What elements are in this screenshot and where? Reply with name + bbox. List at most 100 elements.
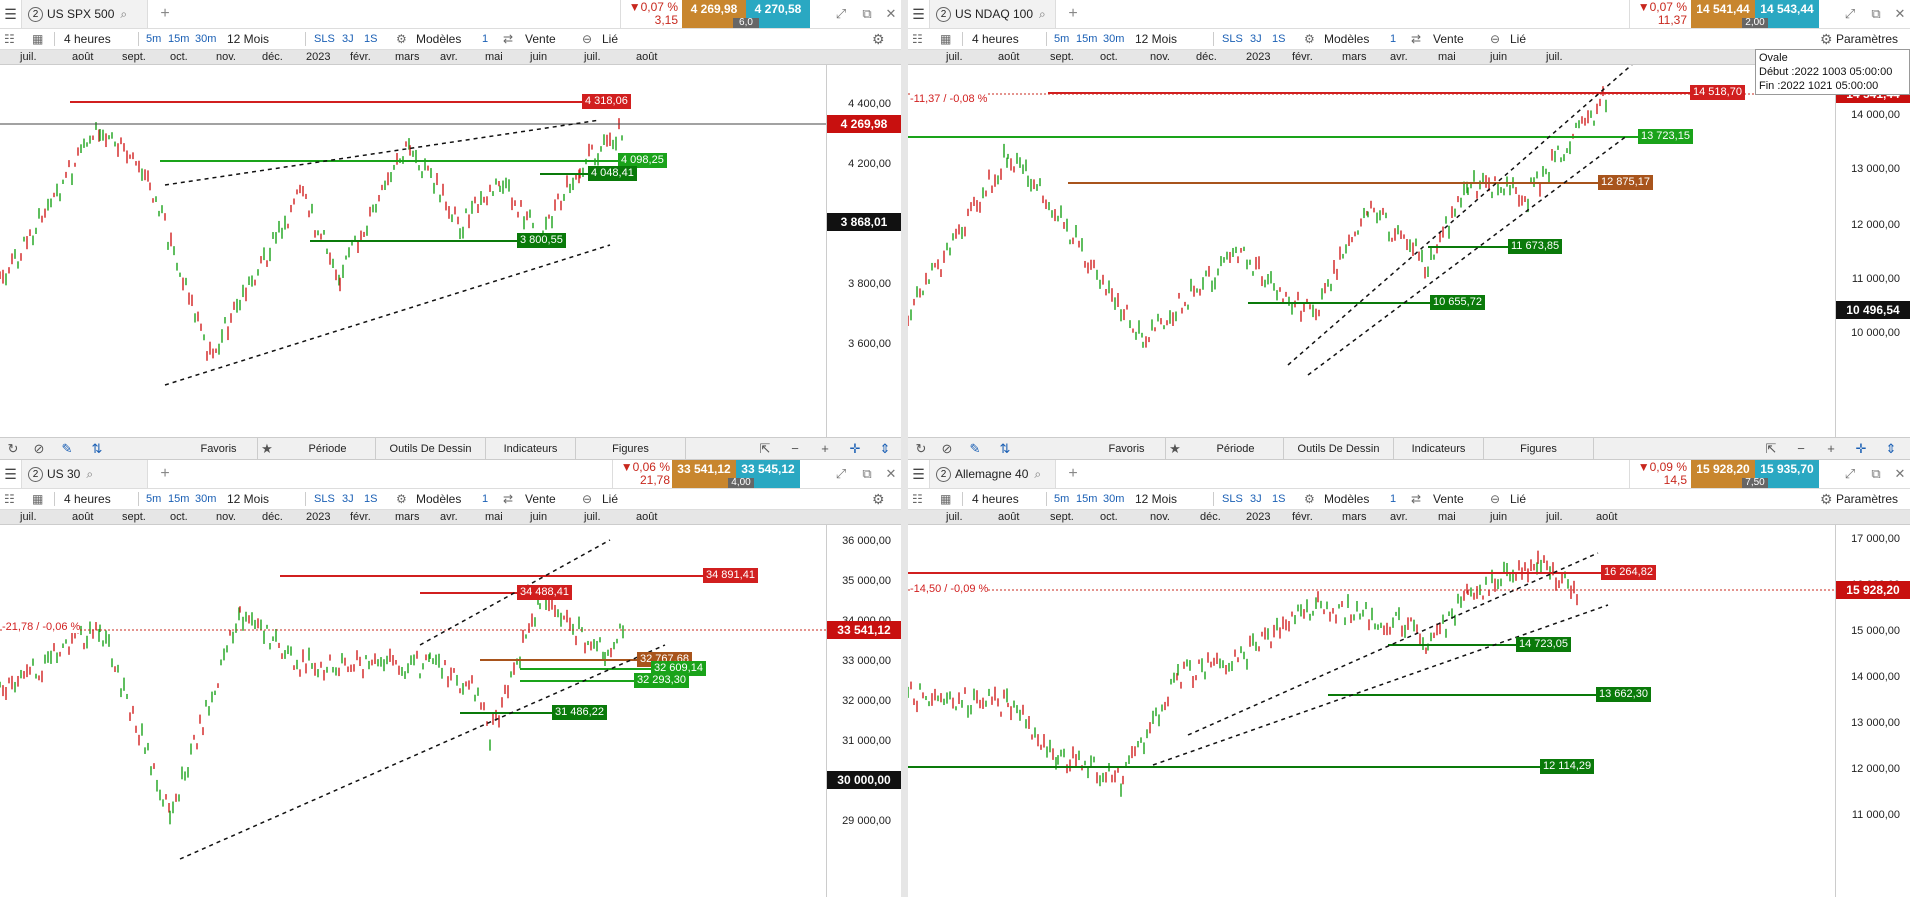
order-side-select[interactable]: Vente xyxy=(1433,32,1464,46)
order-side-select[interactable]: Vente xyxy=(525,492,556,506)
3j-button[interactable]: 3J xyxy=(342,493,354,505)
timeframe-select[interactable]: 4 heures xyxy=(972,32,1019,46)
3j-button[interactable]: 3J xyxy=(1250,33,1262,45)
linked-toggle[interactable]: Lié xyxy=(1510,32,1527,46)
link-icon[interactable]: ⊖ xyxy=(1490,32,1501,46)
settings-gear-icon[interactable]: ⚙ xyxy=(872,491,885,507)
linked-toggle[interactable]: Lié xyxy=(1510,492,1527,506)
arrows-icon[interactable]: ⇅ xyxy=(999,441,1011,456)
link-icon[interactable]: ⊖ xyxy=(1490,492,1501,506)
star-icon[interactable]: ★ xyxy=(1169,441,1181,456)
level-label[interactable]: 34 488,41 xyxy=(517,585,572,600)
period-button[interactable]: Période xyxy=(280,438,376,460)
favorites-button[interactable]: Favoris xyxy=(1088,438,1166,460)
15m-button[interactable]: 15m xyxy=(168,33,190,45)
save-icon[interactable]: ⇱ xyxy=(759,441,771,456)
order-side-select[interactable]: Vente xyxy=(525,32,556,46)
3j-button[interactable]: 3J xyxy=(342,33,354,45)
zoom-out-icon[interactable]: − xyxy=(791,441,799,456)
popout-icon[interactable]: ⧉ xyxy=(1871,6,1881,21)
level-label[interactable]: 16 264,82 xyxy=(1601,565,1656,580)
order-side-select[interactable]: Vente xyxy=(1433,492,1464,506)
scale-icon[interactable]: ⇕ xyxy=(879,441,891,456)
expand-icon[interactable]: ⤢ xyxy=(1844,466,1856,481)
add-tab-icon[interactable]: + xyxy=(1068,465,1078,482)
1s-button[interactable]: 1S xyxy=(1272,33,1286,45)
drawing-tools-button[interactable]: Outils De Dessin xyxy=(376,438,486,460)
trend-channel-line[interactable] xyxy=(1287,65,1643,366)
pencil-icon[interactable]: ✎ xyxy=(969,441,981,456)
quantity-field[interactable]: 1 xyxy=(1390,33,1397,45)
zoom-in-icon[interactable]: + xyxy=(821,441,829,456)
expand-icon[interactable]: ⤢ xyxy=(1844,6,1856,21)
sls-button[interactable]: SLS xyxy=(314,493,335,505)
models-button[interactable]: Modèles xyxy=(416,32,462,46)
sls-button[interactable]: SLS xyxy=(314,33,335,45)
bid-price-button[interactable]: 33 541,12 xyxy=(672,460,736,488)
level-label[interactable]: 31 486,22 xyxy=(552,705,607,720)
level-label[interactable]: 14 723,05 xyxy=(1516,637,1571,652)
list-icon[interactable]: ☷ xyxy=(912,492,923,506)
level-label[interactable]: 10 655,72 xyxy=(1430,295,1485,310)
indicators-button[interactable]: Indicateurs xyxy=(486,438,576,460)
level-label[interactable]: 3 800,55 xyxy=(517,233,566,248)
price-axis[interactable]: 14 000,00 13 000,00 12 000,00 11 000,00 10 0… xyxy=(1835,65,1910,437)
level-label[interactable]: 11 673,85 xyxy=(1508,239,1563,254)
level-label[interactable]: 32 609,14 xyxy=(651,661,706,676)
price-chart-area[interactable] xyxy=(908,525,1835,897)
settings-label[interactable]: Paramètres xyxy=(1836,32,1899,46)
order-side-icon[interactable]: ⇄ xyxy=(503,32,514,46)
15m-button[interactable]: 15m xyxy=(168,493,190,505)
trend-channel-line[interactable] xyxy=(164,244,611,386)
30m-button[interactable]: 30m xyxy=(195,493,217,505)
level-label[interactable]: 13 662,30 xyxy=(1596,687,1651,702)
grid-icon[interactable]: ▦ xyxy=(940,492,952,506)
menu-icon[interactable]: ☰ xyxy=(0,0,22,28)
instrument-tab[interactable]: 2 Allemagne 40 ⌕ xyxy=(930,460,1056,488)
models-button[interactable]: Modèles xyxy=(416,492,462,506)
close-icon[interactable]: ✕ xyxy=(1894,6,1906,21)
expand-icon[interactable]: ⤢ xyxy=(835,6,847,21)
models-icon[interactable]: ⚙ xyxy=(396,492,407,506)
settings-label[interactable]: Paramètres xyxy=(1836,492,1899,506)
period-select[interactable]: 12 Mois xyxy=(1135,32,1178,46)
bid-price-button[interactable]: 15 928,20 xyxy=(1691,460,1755,488)
vertical-divider[interactable] xyxy=(901,0,908,897)
timeframe-select[interactable]: 4 heures xyxy=(972,492,1019,506)
figures-button[interactable]: Figures xyxy=(1484,438,1594,460)
grid-icon[interactable]: ▦ xyxy=(940,32,952,46)
period-select[interactable]: 12 Mois xyxy=(227,492,270,506)
models-icon[interactable]: ⚙ xyxy=(396,32,407,46)
level-label[interactable]: 4 318,06 xyxy=(582,94,631,109)
search-icon[interactable]: ⌕ xyxy=(1034,466,1042,481)
trend-channel-line[interactable] xyxy=(1187,552,1599,736)
drawing-tools-button[interactable]: Outils De Dessin xyxy=(1284,438,1394,460)
close-icon[interactable]: ✕ xyxy=(885,466,897,481)
quantity-field[interactable]: 1 xyxy=(482,33,489,45)
1s-button[interactable]: 1S xyxy=(364,493,378,505)
trend-channel-line[interactable] xyxy=(1152,604,1609,766)
scale-icon[interactable]: ⇕ xyxy=(1885,441,1897,456)
list-icon[interactable]: ☷ xyxy=(4,492,15,506)
menu-icon[interactable]: ☰ xyxy=(0,460,22,488)
crosshair-icon[interactable]: ✛ xyxy=(849,441,861,456)
5m-button[interactable]: 5m xyxy=(146,493,162,505)
level-label[interactable]: 34 891,41 xyxy=(703,568,758,583)
ask-price-button[interactable]: 4 270,58 xyxy=(746,0,810,28)
popout-icon[interactable]: ⧉ xyxy=(1871,466,1881,481)
level-label[interactable]: 14 518,70 xyxy=(1690,85,1745,100)
settings-gear-icon[interactable]: ⚙ xyxy=(872,31,885,47)
add-tab-icon[interactable]: + xyxy=(1068,5,1078,22)
period-button[interactable]: Période xyxy=(1188,438,1284,460)
linked-toggle[interactable]: Lié xyxy=(602,32,619,46)
close-icon[interactable]: ✕ xyxy=(1894,466,1906,481)
level-label[interactable]: 12 114,29 xyxy=(1540,759,1595,774)
timeframe-select[interactable]: 4 heures xyxy=(64,492,111,506)
trend-channel-line[interactable] xyxy=(1307,134,1629,376)
link-icon[interactable]: ⊖ xyxy=(582,32,593,46)
sls-button[interactable]: SLS xyxy=(1222,493,1243,505)
price-chart-area[interactable] xyxy=(0,65,826,437)
order-side-icon[interactable]: ⇄ xyxy=(1411,32,1422,46)
trend-channel-line[interactable] xyxy=(164,119,601,186)
